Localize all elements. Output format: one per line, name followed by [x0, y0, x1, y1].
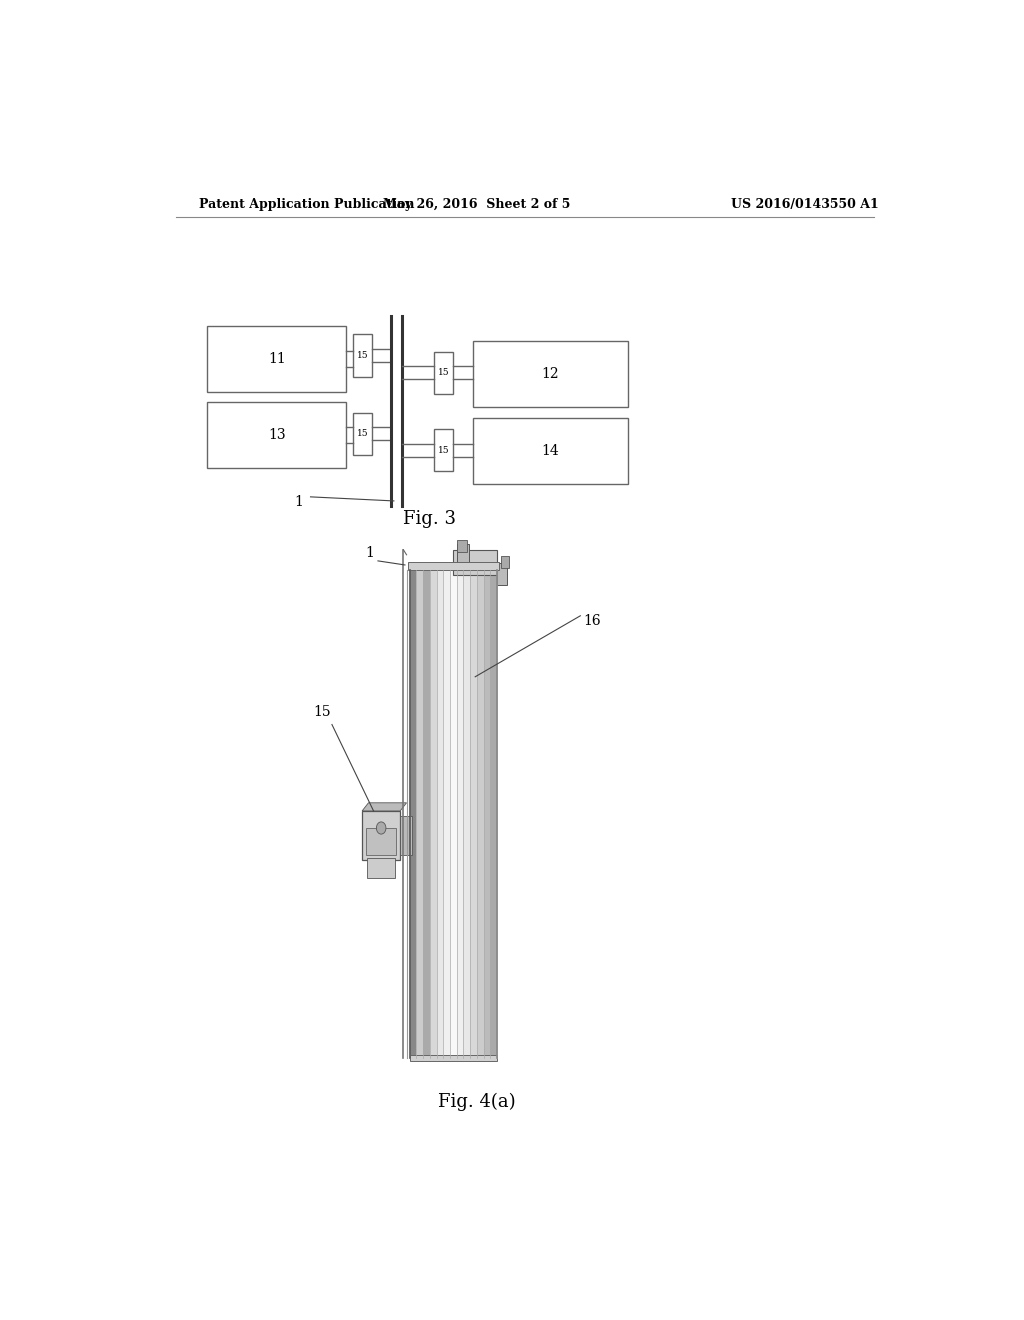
Text: 1: 1	[366, 545, 375, 560]
Bar	[477, 570, 483, 1057]
Bar	[450, 570, 457, 1057]
Bar	[454, 549, 497, 576]
Bar	[433, 351, 454, 395]
Text: 1: 1	[294, 495, 303, 510]
Text: 15: 15	[313, 705, 331, 719]
Bar	[473, 417, 628, 483]
Bar	[367, 828, 396, 854]
Bar	[352, 334, 373, 378]
Bar	[436, 570, 443, 1057]
Bar	[490, 570, 497, 1057]
Bar	[423, 570, 430, 1057]
Text: 11: 11	[268, 352, 286, 366]
Text: Fig. 3: Fig. 3	[403, 511, 456, 528]
Bar	[464, 570, 470, 1057]
Bar	[207, 326, 346, 392]
Bar	[362, 810, 400, 859]
Bar	[458, 540, 467, 552]
Polygon shape	[362, 803, 407, 810]
Text: Patent Application Publication: Patent Application Publication	[200, 198, 415, 211]
Text: May 26, 2016  Sheet 2 of 5: May 26, 2016 Sheet 2 of 5	[384, 198, 570, 211]
Bar	[483, 570, 490, 1057]
Text: 15: 15	[356, 429, 369, 438]
Bar	[430, 570, 436, 1057]
Bar	[367, 858, 395, 878]
Text: 14: 14	[542, 444, 559, 458]
Text: 16: 16	[584, 614, 601, 628]
Text: 15: 15	[437, 446, 450, 454]
Text: 15: 15	[437, 368, 450, 378]
Text: 15: 15	[356, 351, 369, 360]
Bar	[409, 562, 500, 570]
Circle shape	[377, 822, 386, 834]
Bar	[470, 570, 477, 1057]
Bar	[433, 429, 454, 471]
Bar	[458, 544, 469, 562]
Bar	[501, 556, 509, 568]
Text: US 2016/0143550 A1: US 2016/0143550 A1	[731, 198, 879, 211]
Bar	[400, 816, 412, 854]
Text: Fig. 4(a): Fig. 4(a)	[438, 1093, 516, 1110]
Text: 12: 12	[542, 367, 559, 381]
Bar	[410, 570, 497, 1057]
Bar	[207, 403, 346, 469]
Bar	[497, 562, 507, 585]
Bar	[410, 1055, 497, 1061]
Bar	[417, 570, 423, 1057]
Bar	[473, 342, 628, 408]
Bar	[457, 570, 464, 1057]
Bar	[443, 570, 450, 1057]
Bar	[352, 413, 373, 455]
Text: 13: 13	[268, 429, 286, 442]
Bar	[410, 570, 417, 1057]
